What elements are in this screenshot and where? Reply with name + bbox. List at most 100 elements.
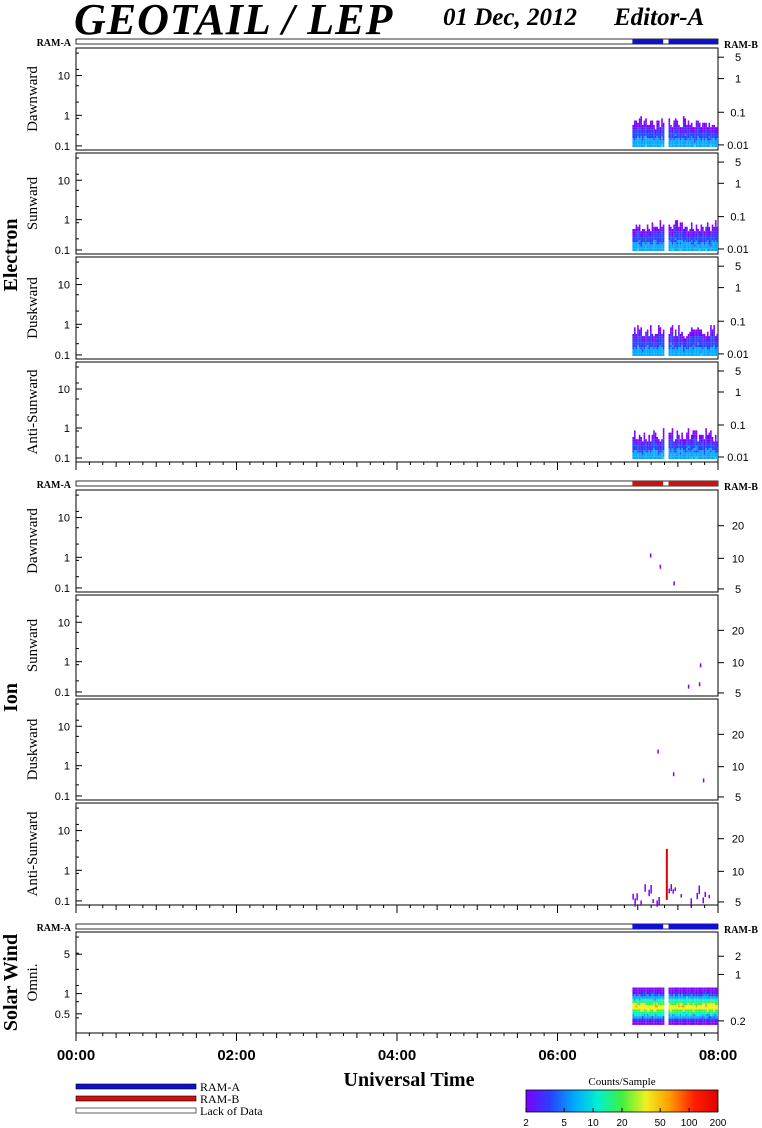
ram-a-label: RAM-A (37, 923, 72, 934)
right-tick-label: 20 (732, 834, 744, 846)
y-tick-label: 1 (64, 423, 70, 435)
panel-frame (75, 802, 719, 906)
spectrogram-data (632, 848, 711, 907)
right-tick-label: 10 (732, 866, 744, 878)
y-tick-label: 0.1 (55, 245, 70, 257)
y-tick-label: 0.1 (55, 350, 70, 362)
panel-label: Dawnward (25, 508, 41, 574)
panel-frame (75, 256, 719, 360)
ram-status-segment (632, 481, 664, 486)
right-tick-label: 5 (735, 584, 741, 596)
ram-a-label: RAM-A (37, 38, 72, 49)
ram-status-bar (75, 923, 719, 930)
right-tick-label: 5 (735, 261, 741, 273)
right-tick-label: 5 (735, 366, 741, 378)
chart-editor: Editor-A (614, 4, 705, 31)
y-tick-label: 10 (58, 721, 70, 733)
y-tick-label: 1 (64, 865, 70, 877)
right-tick-label: 1 (735, 74, 741, 86)
spectrogram-data (632, 220, 719, 251)
y-tick-label: 1 (64, 989, 70, 1001)
right-tick-label: 20 (732, 625, 744, 637)
right-tick-label: 0.01 (727, 244, 748, 256)
right-tick-label: 0.2 (730, 1016, 745, 1028)
panel-label: Duskward (25, 277, 41, 339)
right-tick-label: 1 (735, 178, 741, 190)
colorbar-tick-label: 200 (710, 1118, 727, 1128)
y-tick-label: 1 (64, 215, 70, 227)
ram-status-segment (668, 39, 718, 44)
y-tick-label: 1 (64, 552, 70, 564)
y-tick-label: 0.1 (55, 583, 70, 595)
y-tick-label: 5 (64, 949, 70, 961)
panel-label: Anti-Sunward (25, 811, 41, 896)
y-tick-label: 0.1 (55, 453, 70, 465)
colorbar-tick-label: 10 (588, 1118, 600, 1128)
y-tick-label: 1 (64, 761, 70, 773)
y-tick-label: 1 (64, 110, 70, 122)
panel-frame (75, 698, 719, 801)
right-tick-label: 5 (735, 897, 741, 909)
right-tick-label: 1 (735, 387, 741, 399)
spectrogram-data (649, 553, 675, 586)
y-tick-label: 10 (58, 384, 70, 396)
section-label: Solar Wind (0, 934, 22, 1031)
y-tick-label: 10 (58, 175, 70, 187)
colorbar-tick-label: 100 (681, 1118, 698, 1128)
right-tick-label: 5 (735, 52, 741, 64)
panel-label: Sunward (25, 176, 41, 230)
right-tick-label: 0.01 (727, 349, 748, 361)
y-tick-label: 10 (58, 617, 70, 629)
panel-frame (75, 594, 719, 697)
y-tick-label: 0.1 (55, 141, 70, 153)
right-tick-label: 0.1 (730, 212, 745, 224)
panel-label: Dawnward (25, 66, 41, 132)
colorbar-tick-label: 20 (616, 1118, 628, 1128)
x-tick-label: 02:00 (217, 1047, 255, 1064)
panel-frame (75, 152, 719, 255)
right-tick-label: 0.01 (727, 140, 748, 152)
y-tick-label: 10 (58, 71, 70, 83)
legend-label: Lack of Data (200, 1104, 263, 1118)
colorbar-tick-label: 50 (655, 1118, 667, 1128)
ram-b-label: RAM-B (724, 40, 758, 51)
chart-title: GEOTAIL / LEP (74, 0, 394, 44)
panel-frame (75, 489, 719, 593)
y-tick-label: 0.1 (55, 791, 70, 803)
colorbar-title: Counts/Sample (588, 1076, 655, 1088)
right-tick-label: 0.1 (730, 107, 745, 119)
legend-swatch (75, 1107, 197, 1114)
spectrogram-data (632, 428, 719, 459)
x-tick-label: 06:00 (538, 1047, 576, 1064)
y-tick-label: 0.1 (55, 687, 70, 699)
right-tick-label: 5 (735, 688, 741, 700)
right-tick-label: 10 (732, 658, 744, 670)
ram-b-label: RAM-B (724, 482, 758, 493)
y-tick-label: 0.5 (55, 1009, 70, 1021)
right-tick-label: 5 (735, 157, 741, 169)
spectrogram-data (632, 116, 719, 147)
y-tick-label: 10 (58, 826, 70, 838)
legend-swatch (75, 1083, 197, 1090)
ram-status-segment (632, 924, 664, 929)
right-tick-label: 1 (735, 969, 741, 981)
spectrogram-data (632, 987, 719, 1025)
section-label: Electron (0, 219, 22, 292)
right-tick-label: 20 (732, 521, 744, 533)
panel-label: Duskward (25, 718, 41, 780)
spectrogram-data (632, 325, 719, 356)
ram-b-label: RAM-B (724, 925, 758, 936)
y-tick-label: 1 (64, 657, 70, 669)
right-tick-label: 10 (732, 762, 744, 774)
x-axis-label: Universal Time (344, 1069, 475, 1091)
panel-label: Anti-Sunward (25, 369, 41, 454)
y-tick-label: 0.1 (55, 896, 70, 908)
ram-status-bar (75, 38, 719, 45)
right-tick-label: 0.01 (727, 452, 748, 464)
legend-label: RAM-B (200, 1092, 239, 1106)
ram-status-segment (668, 924, 718, 929)
right-tick-label: 1 (735, 283, 741, 295)
x-tick-label: 08:00 (699, 1047, 737, 1064)
section-label: Ion (0, 683, 22, 712)
